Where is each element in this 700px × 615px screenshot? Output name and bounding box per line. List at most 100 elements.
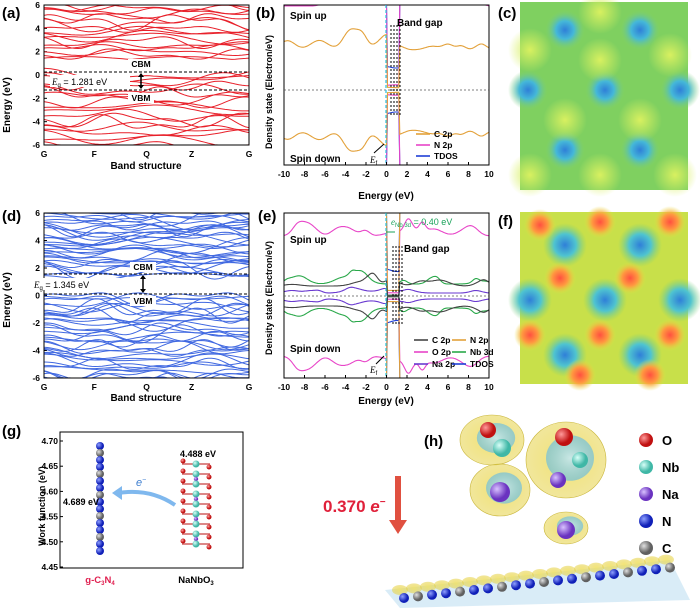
isosurface [546, 435, 594, 481]
density-blob [584, 319, 616, 351]
legend-label: O 2p [432, 347, 451, 357]
band-line [43, 322, 250, 336]
spin-up-label: Spin up [290, 235, 327, 246]
density-blob [653, 153, 697, 197]
n-atom [469, 585, 479, 595]
o-atom [180, 528, 186, 534]
band-line [43, 25, 250, 36]
panel-label: (f) [498, 213, 513, 230]
band-line [43, 41, 250, 49]
x-tick-label: -6 [321, 169, 329, 179]
nb3d-annotation: eNb 3d = 0.40 eV [391, 217, 452, 229]
band-line [43, 29, 250, 43]
dos-curve [283, 28, 490, 89]
band-line [43, 108, 250, 122]
density-blob [564, 359, 596, 391]
density-blob [660, 70, 700, 110]
nb-atom [192, 540, 200, 548]
density-blob [508, 70, 548, 110]
band-line [44, 256, 250, 264]
cbm-label: CBM [133, 262, 152, 272]
label-g-c3n4: g-C3N4 [85, 575, 115, 587]
density-blob [618, 98, 662, 142]
band-line [43, 134, 249, 146]
n-atom [96, 463, 104, 471]
g-c3n4-chain [96, 442, 104, 555]
band-line [43, 112, 250, 128]
na-atom [193, 476, 199, 482]
density-blob [578, 38, 622, 82]
element-legend: O Nb Na NC [639, 433, 679, 556]
density-blob [578, 0, 622, 34]
band-line [43, 244, 250, 261]
y-tick-labels: 6 4 2 0 -2 -4 -6 [32, 0, 47, 150]
n-atom [96, 519, 104, 527]
x-tick-label: 0 [384, 382, 389, 392]
band-line [43, 101, 249, 112]
density-blob [543, 98, 587, 142]
x-tick-label: 8 [466, 169, 471, 179]
nb-atom [192, 480, 200, 488]
x-axis-label: Band structure [110, 393, 182, 404]
density-blob [544, 262, 576, 294]
x-tick-label: Z [189, 149, 194, 159]
band-line [44, 227, 250, 234]
density-blob [514, 319, 546, 351]
n-atom [511, 580, 521, 591]
density-blob [658, 278, 700, 322]
spin-up-label: Spin up [290, 11, 327, 22]
band-line [43, 324, 250, 344]
panel-label: (h) [424, 433, 443, 450]
electron-arrow [117, 489, 177, 507]
spin-down-label: Spin down [290, 344, 341, 355]
n-atom [441, 588, 451, 599]
density-blob [654, 319, 686, 351]
band-line [43, 314, 250, 324]
fermi-label: Ef [369, 155, 378, 167]
y-tick-label: 6 [35, 208, 40, 218]
n-atom [96, 526, 104, 534]
y-tick-label: 4.60 [41, 486, 58, 496]
panel-e: (e) Density state (Electron/eV) Spin up … [258, 208, 494, 407]
n-atom [609, 569, 619, 579]
nb-atom [192, 460, 200, 468]
c-atom [96, 533, 104, 541]
y-tick-label: 0 [35, 291, 40, 301]
o-atom [206, 474, 212, 480]
band-line [43, 353, 250, 361]
c-atom [539, 577, 549, 587]
fermi-label: Ef [369, 365, 378, 377]
n-atom [637, 565, 647, 576]
plot-frame [59, 431, 244, 569]
legend-label: C 2p [434, 129, 452, 139]
o-atom [180, 458, 186, 464]
legend-atom [639, 460, 653, 474]
band-line [44, 230, 250, 246]
band-line [43, 334, 250, 348]
nb-atom [192, 530, 200, 538]
panel-f: (f) [498, 206, 700, 391]
band-line [43, 48, 250, 60]
density-blob [545, 10, 585, 50]
y-tick-labels: 6 4 2 0 -2 -4 -6 [32, 208, 47, 383]
legend-label: C 2p [432, 335, 450, 345]
nb-atom [192, 510, 200, 518]
label-nanbo3: NaNbO3 [178, 575, 214, 587]
gap-label: Eg = 1.281 eV [51, 77, 107, 89]
band-gap-label: Band gap [397, 18, 443, 29]
y-tick-label: -2 [32, 93, 40, 103]
band-line [43, 32, 250, 45]
c-atom [96, 512, 104, 520]
o-atom [206, 494, 212, 500]
o-atom [206, 524, 212, 530]
n-atom [525, 578, 535, 589]
o-atom [180, 508, 186, 514]
band-line [43, 141, 250, 146]
panel-b: (b) Density state (Electron/eV) Spin up … [256, 4, 494, 202]
vbm-label: VBM [132, 93, 151, 103]
n-atom [483, 583, 493, 594]
legend-label: Nb [662, 460, 679, 475]
x-tick-label: -8 [301, 169, 309, 179]
nb-atom [493, 439, 511, 457]
